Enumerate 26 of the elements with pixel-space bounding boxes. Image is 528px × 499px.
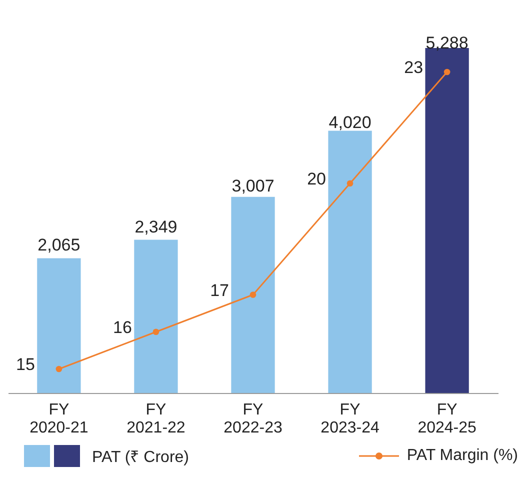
data-label: 15 [16,355,35,374]
point [444,68,450,76]
x-tick-label: FY 2021-22 [126,402,186,436]
bar [231,196,275,393]
point [250,292,256,298]
data-label: 17 [210,280,229,300]
legend-label: PAT Margin (%) [406,447,518,465]
point [56,366,62,372]
x-tick-label: FY 2023-24 [320,402,380,436]
x-tick-label: FY 2020-21 [30,402,88,436]
bar [134,240,178,393]
data-label: 2,349 [134,218,178,237]
x-tick-label: FY 2022-23 [224,402,282,436]
bar [37,258,81,393]
data-label: 5,288 [426,33,468,52]
data-label: 20 [307,169,326,188]
data-label: 16 [113,318,132,337]
data-label: 3,007 [232,176,274,196]
x-tick-label: FY 2024-25 [418,402,477,436]
legend-label: PAT (₹ Crore) [92,448,190,467]
bar [328,130,372,393]
data-label: 4,020 [328,112,372,132]
data-label: 23 [404,58,424,77]
point [346,180,354,187]
point [152,328,160,336]
data-label: 2,065 [38,235,80,254]
